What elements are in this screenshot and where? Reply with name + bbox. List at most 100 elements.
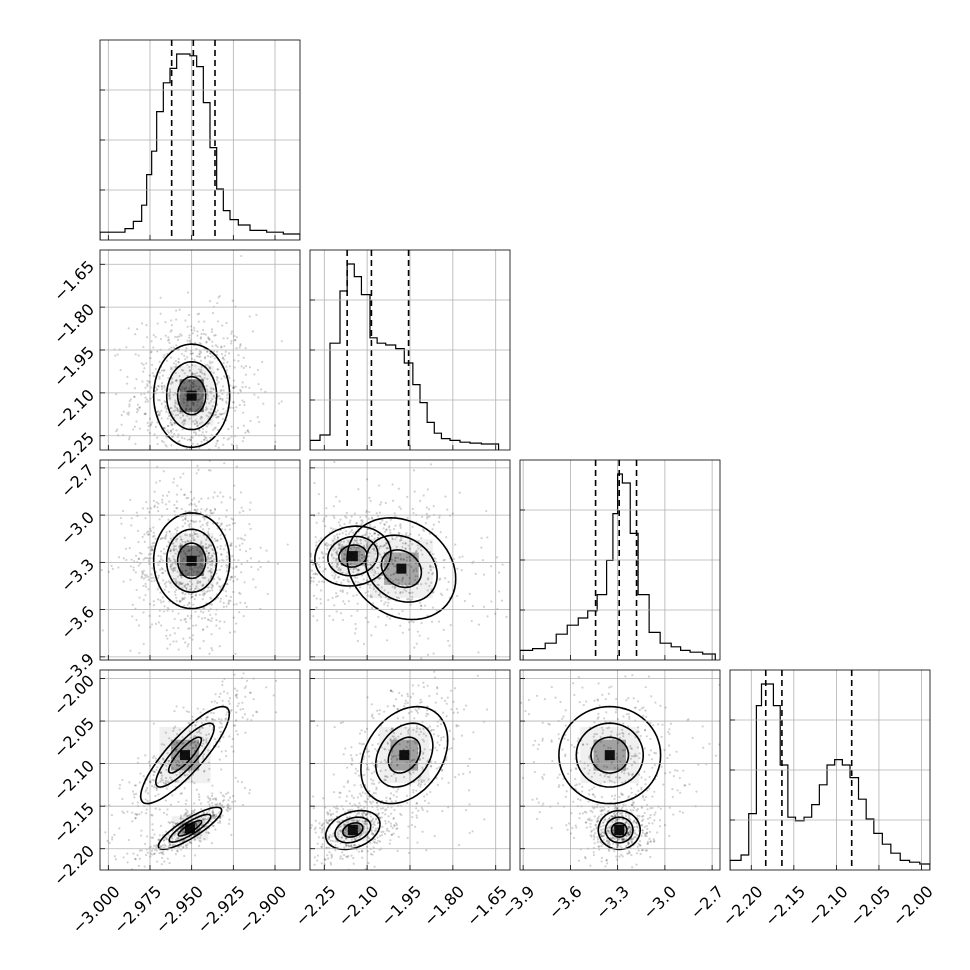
scatter-point (134, 554, 138, 557)
scatter-point (130, 517, 133, 520)
scatter-point (407, 544, 410, 547)
scatter-point (406, 692, 409, 695)
scatter-point (338, 796, 341, 799)
scatter-point (346, 821, 350, 824)
scatter-point (224, 749, 227, 753)
scatter-point (417, 707, 420, 710)
scatter-point (182, 493, 186, 497)
scatter-point (391, 690, 394, 693)
scatter-point (149, 529, 153, 532)
scatter-point (259, 546, 262, 549)
scatter-point (218, 568, 221, 571)
scatter-point (199, 834, 203, 837)
scatter-point (179, 792, 182, 795)
scatter-point (150, 849, 153, 852)
scatter-point (392, 816, 396, 820)
scatter-point (445, 715, 448, 718)
scatter-point (604, 865, 607, 868)
scatter-point (425, 542, 428, 545)
scatter-point (625, 844, 628, 848)
scatter-point (194, 824, 197, 827)
scatter-point (356, 602, 359, 605)
scatter-point (226, 806, 229, 809)
scatter-point (227, 427, 230, 431)
scatter-point (336, 831, 339, 834)
scatter-point (367, 517, 370, 520)
scatter-point (228, 376, 231, 380)
scatter-point (356, 796, 360, 799)
scatter-point (421, 567, 424, 570)
scatter-point (138, 481, 140, 483)
scatter-point (233, 673, 236, 676)
scatter-point (376, 566, 379, 569)
scatter-point (411, 811, 414, 814)
scatter-point (177, 361, 180, 364)
scatter-point (211, 589, 214, 592)
scatter-point (458, 556, 461, 559)
scatter-point (388, 842, 391, 845)
scatter-point (189, 840, 192, 844)
scatter-point (361, 812, 364, 815)
scatter-point (214, 413, 218, 416)
scatter-point (372, 764, 376, 767)
scatter-point (181, 597, 184, 601)
scatter-point (617, 834, 620, 837)
scatter-point (368, 510, 371, 514)
scatter-point (173, 421, 176, 425)
scatter-point (358, 792, 362, 795)
scatter-point (165, 838, 168, 841)
scatter-point (234, 385, 237, 388)
scatter-point (175, 529, 179, 532)
scatter-point (202, 742, 205, 745)
scatter-point (150, 580, 153, 583)
scatter-point (180, 538, 183, 541)
scatter-point (225, 401, 228, 405)
scatter-point (218, 394, 221, 397)
scatter-point (333, 575, 336, 579)
scatter-point (195, 421, 198, 425)
scatter-point (185, 448, 188, 450)
scatter-point (161, 596, 164, 599)
scatter-point (212, 496, 215, 499)
scatter-point (345, 572, 348, 575)
contour-3-1-0-2 (324, 809, 381, 851)
scatter-point (207, 609, 210, 612)
scatter-point (168, 559, 171, 562)
scatter-point (209, 571, 213, 575)
scatter-point (220, 718, 223, 721)
scatter-point (652, 838, 655, 841)
scatter-point (431, 606, 435, 609)
scatter-point (198, 844, 201, 848)
scatter-point (393, 824, 396, 827)
scatter-point (158, 375, 161, 378)
scatter-point (224, 718, 227, 721)
scatter-point (389, 739, 392, 742)
scatter-point (138, 557, 141, 560)
scatter-point (220, 377, 223, 380)
scatter-point (222, 437, 225, 440)
scatter-point (195, 585, 198, 588)
scatter-point (209, 387, 213, 390)
scatter-point (147, 425, 150, 428)
scatter-point (480, 537, 483, 540)
scatter-point (244, 364, 248, 368)
scatter-point (324, 567, 327, 570)
scatter-point (422, 685, 425, 689)
scatter-point (212, 552, 215, 555)
scatter-point (149, 397, 152, 400)
scatter-point (389, 763, 392, 766)
scatter-point (186, 583, 189, 586)
scatter-point (146, 786, 149, 789)
scatter-point (232, 724, 236, 727)
scatter-point (361, 813, 364, 816)
scatter-point (378, 712, 381, 716)
scatter-point (355, 536, 358, 540)
scatter-point (240, 571, 243, 574)
scatter-point (391, 826, 394, 830)
scatter-point (228, 365, 232, 368)
scatter-point (162, 579, 165, 582)
scatter-point (353, 539, 356, 542)
scatter-point (442, 735, 445, 738)
scatter-point (222, 443, 225, 446)
scatter-point (208, 411, 212, 415)
